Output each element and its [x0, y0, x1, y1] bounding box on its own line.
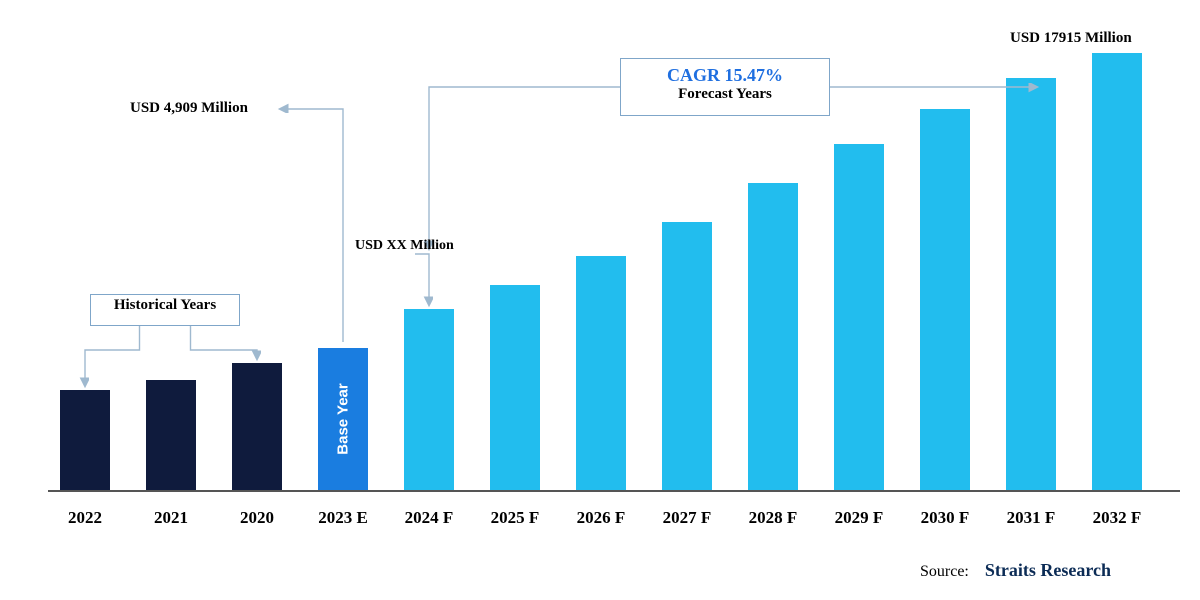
source-name: Straits Research	[985, 560, 1111, 580]
base-year-value-label: USD XX Million	[355, 238, 454, 254]
x-axis-baseline	[48, 490, 1180, 492]
xlabel-2029f: 2029 F	[814, 508, 904, 528]
bar-2023e: Base Year	[318, 348, 368, 490]
xlabel-2031f: 2031 F	[986, 508, 1076, 528]
bar-2021	[146, 380, 196, 490]
cagr-label: CAGR 15.47%	[631, 65, 819, 86]
xlabel-2022: 2022	[40, 508, 130, 528]
bar-2024f	[404, 309, 454, 490]
bar-2032f	[1092, 53, 1142, 490]
bar-2030f	[920, 109, 970, 490]
market-forecast-chart: 202220212020Base Year2023 E2024 F2025 F2…	[0, 0, 1200, 600]
bar-2020	[232, 363, 282, 490]
base-year-inside-label: Base Year	[335, 383, 352, 454]
bar-2022	[60, 390, 110, 490]
bar-2028f	[748, 183, 798, 490]
final-value-label: USD 17915 Million	[1010, 30, 1132, 47]
xlabel-2023e: 2023 E	[298, 508, 388, 528]
xlabel-2030f: 2030 F	[900, 508, 990, 528]
bar-2031f	[1006, 78, 1056, 490]
xlabel-2024f: 2024 F	[384, 508, 474, 528]
bar-2029f	[834, 144, 884, 490]
xlabel-2025f: 2025 F	[470, 508, 560, 528]
xlabel-2020: 2020	[212, 508, 302, 528]
forecast-callout: CAGR 15.47% Forecast Years	[620, 58, 830, 116]
forecast-years-label: Forecast Years	[631, 86, 819, 103]
xlabel-2021: 2021	[126, 508, 216, 528]
source-credit: Source: Straits Research	[920, 560, 1111, 581]
historical-years-callout: Historical Years	[90, 294, 240, 326]
bar-2027f	[662, 222, 712, 490]
xlabel-2032f: 2032 F	[1072, 508, 1162, 528]
source-prefix: Source:	[920, 563, 969, 580]
bar-2025f	[490, 285, 540, 490]
xlabel-2028f: 2028 F	[728, 508, 818, 528]
xlabel-2027f: 2027 F	[642, 508, 732, 528]
historical-years-label: Historical Years	[114, 297, 216, 313]
historical-value-label: USD 4,909 Million	[130, 100, 248, 117]
bar-2026f	[576, 256, 626, 490]
xlabel-2026f: 2026 F	[556, 508, 646, 528]
